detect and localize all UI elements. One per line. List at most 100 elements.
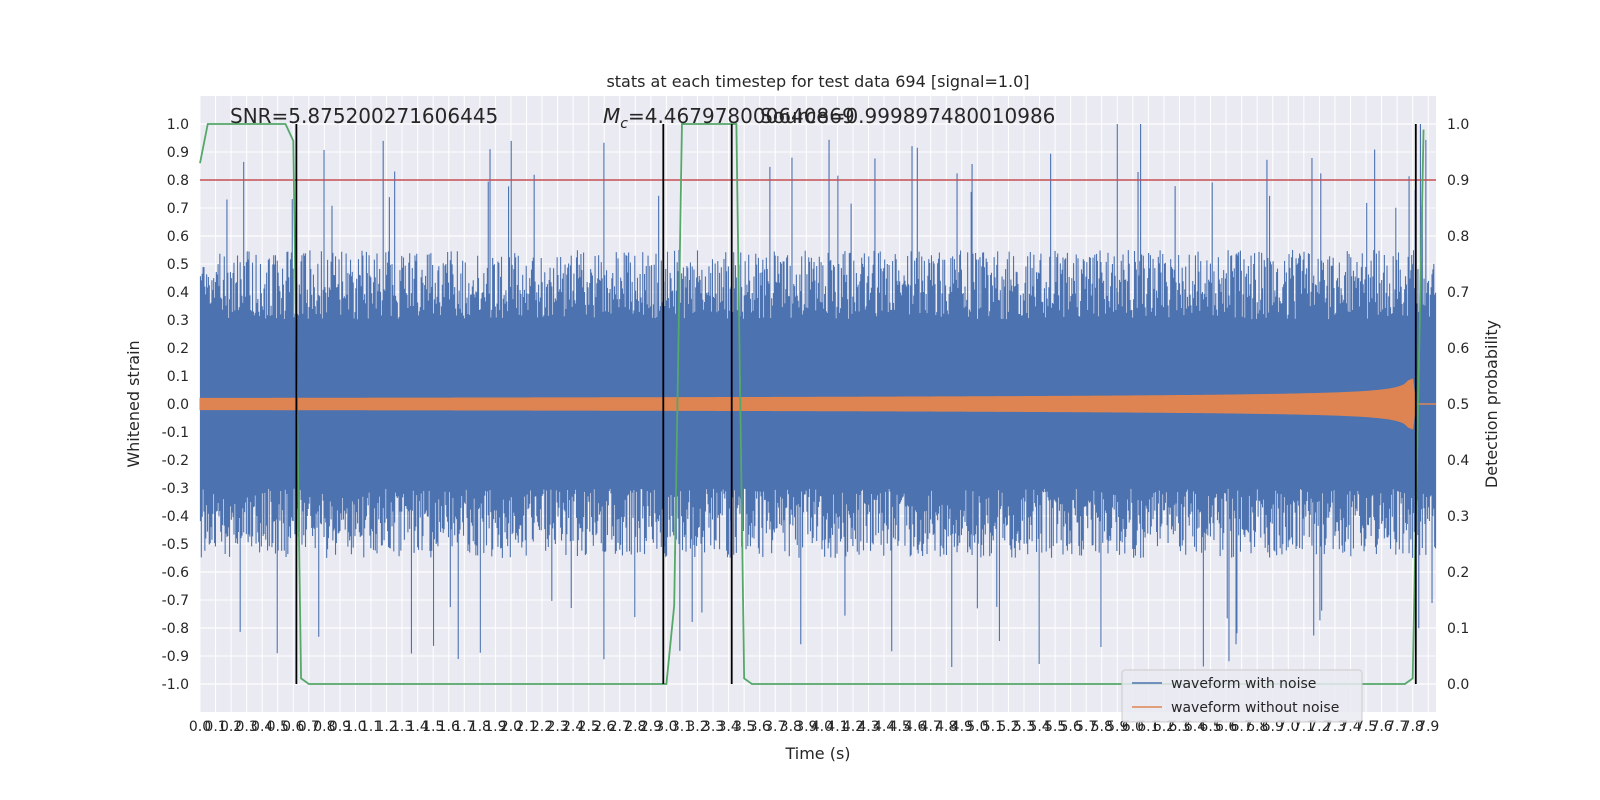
x-tick-label: 4.0	[811, 719, 833, 735]
chirp-mass-value: =4.467978000640869	[628, 104, 855, 128]
x-tick-label: 7.7	[1386, 719, 1408, 735]
legend-box	[1121, 669, 1363, 723]
x-tick-label: 3.5	[733, 719, 755, 735]
x-tick-label: 2.5	[578, 719, 600, 735]
x-tick-label: 5.0	[966, 719, 988, 735]
y2-tick-label: 0.9	[1447, 173, 1469, 189]
y-tick-label: 0.3	[167, 313, 189, 329]
x-tick-label: 7.6	[1370, 719, 1392, 735]
x-tick-label: 7.4	[1339, 719, 1361, 735]
x-tick-label: 6.4	[1184, 719, 1206, 735]
x-tick-label: 4.2	[842, 719, 864, 735]
x-tick-label: 7.1	[1293, 719, 1315, 735]
x-tick-label: 5.6	[1060, 719, 1082, 735]
y-tick-label: 0.7	[167, 201, 189, 217]
x-tick-label: 1.0	[344, 719, 366, 735]
x-tick-label: 4.4	[873, 719, 895, 735]
x-tick-label: 4.3	[857, 719, 879, 735]
y-axis-label: Whitened strain	[124, 340, 143, 467]
x-tick-label: 2.7	[609, 719, 631, 735]
x-tick-label: 1.8	[469, 719, 491, 735]
x-tick-label: 1.9	[484, 719, 506, 735]
legend: waveform with noise waveform without noi…	[1121, 669, 1363, 723]
x-axis-label: Time (s)	[784, 744, 850, 763]
chirp-mass-symbol: M	[603, 104, 620, 128]
x-tick-label: 0.3	[236, 719, 258, 735]
y2-axis-label: Detection probability	[1482, 320, 1501, 488]
x-tick-label: 5.3	[1013, 719, 1035, 735]
snr-annotation: SNR=5.875200271606445	[230, 104, 498, 128]
x-axis-ticks: 0.00.10.20.30.40.50.60.70.80.91.01.11.21…	[189, 719, 1439, 735]
y-tick-label: 0.0	[167, 397, 189, 413]
x-tick-label: 0.4	[251, 719, 273, 735]
x-tick-label: 6.8	[1246, 719, 1268, 735]
x-tick-label: 3.7	[764, 719, 786, 735]
x-tick-label: 3.3	[702, 719, 724, 735]
x-tick-label: 0.2	[220, 719, 242, 735]
x-tick-label: 4.7	[920, 719, 942, 735]
y2-tick-label: 0.3	[1447, 509, 1469, 525]
x-tick-label: 7.2	[1308, 719, 1330, 735]
x-tick-label: 6.6	[1215, 719, 1237, 735]
legend-label-clean: waveform without noise	[1171, 700, 1339, 716]
x-tick-label: 0.7	[298, 719, 320, 735]
x-tick-label: 7.0	[1277, 719, 1299, 735]
y-tick-label: -0.2	[162, 453, 189, 469]
y-tick-label: -0.5	[162, 537, 189, 553]
y-tick-label: -0.3	[162, 481, 189, 497]
y-tick-label: 0.8	[167, 173, 189, 189]
x-tick-label: 3.2	[686, 719, 708, 735]
y-tick-label: 0.9	[167, 145, 189, 161]
x-tick-label: 4.9	[951, 719, 973, 735]
x-tick-label: 7.3	[1324, 719, 1346, 735]
x-tick-label: 0.0	[189, 719, 211, 735]
x-tick-label: 4.1	[826, 719, 848, 735]
x-tick-label: 3.9	[795, 719, 817, 735]
y-tick-label: -1.0	[162, 677, 189, 693]
y-tick-label: -0.4	[162, 509, 189, 525]
detection-probability-line	[199, 123, 1425, 685]
y-tick-label: 0.5	[167, 257, 189, 273]
x-tick-label: 6.2	[1153, 719, 1175, 735]
y-tick-label: 1.0	[167, 117, 189, 133]
chart-title: stats at each timestep for test data 694…	[606, 72, 1029, 91]
legend-label-noise: waveform with noise	[1171, 676, 1316, 692]
x-tick-label: 1.4	[407, 719, 429, 735]
x-tick-label: 1.5	[422, 719, 444, 735]
x-tick-label: 3.0	[655, 719, 677, 735]
x-tick-label: 1.3	[391, 719, 413, 735]
y-tick-label: -0.1	[162, 425, 189, 441]
chirp-mass-annotation: Mc=4.467978000640869	[603, 104, 855, 132]
y-axis-ticks: -1.0 -0.9 -0.8 -0.7 -0.6 -0.5 -0.4 -0.3 -0.2 -0.1…	[162, 117, 189, 693]
y-tick-label: 0.1	[167, 369, 189, 385]
x-tick-label: 3.8	[780, 719, 802, 735]
y-tick-label: -0.6	[162, 565, 189, 581]
y-tick-label: -0.7	[162, 593, 189, 609]
x-tick-label: 4.8	[935, 719, 957, 735]
x-tick-label: 6.9	[1262, 719, 1284, 735]
y2-tick-label: 0.6	[1447, 341, 1469, 357]
y2-tick-label: 0.5	[1447, 397, 1469, 413]
source-annotation: Source=0.999897480010986	[760, 104, 1055, 128]
x-tick-label: 7.9	[1417, 719, 1439, 735]
x-tick-label: 3.1	[671, 719, 693, 735]
x-tick-label: 1.7	[453, 719, 475, 735]
y-tick-label: -0.8	[162, 621, 189, 637]
vertical-markers	[295, 124, 1417, 684]
y-tick-label: -0.9	[162, 649, 189, 665]
x-tick-label: 6.3	[1168, 719, 1190, 735]
x-tick-label: 6.0	[1122, 719, 1144, 735]
x-tick-label: 5.1	[982, 719, 1004, 735]
y2-tick-label: 0.7	[1447, 285, 1469, 301]
x-tick-label: 0.9	[329, 719, 351, 735]
x-tick-label: 5.7	[1075, 719, 1097, 735]
x-tick-label: 2.4	[562, 719, 584, 735]
y2-axis-ticks: 0.0 0.1 0.2 0.3 0.4 0.5 0.6 0.7 0.8 0.9 1.0	[1447, 117, 1469, 693]
x-tick-label: 0.1	[204, 719, 226, 735]
x-tick-label: 1.2	[375, 719, 397, 735]
x-tick-label: 5.2	[997, 719, 1019, 735]
x-tick-label: 0.6	[282, 719, 304, 735]
x-tick-label: 2.1	[515, 719, 537, 735]
y-tick-label: 0.4	[167, 285, 189, 301]
